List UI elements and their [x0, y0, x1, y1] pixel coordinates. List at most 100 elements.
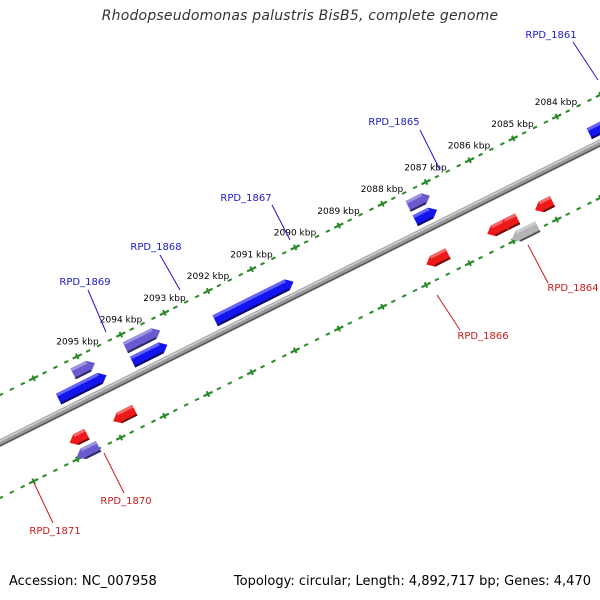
scale-major-tick-cross [74, 353, 80, 360]
scale-label: 2091 kbp [230, 250, 273, 260]
forward-gene [412, 207, 438, 227]
scale-minor-tick [434, 277, 440, 282]
scale-minor-tick [9, 490, 15, 494]
scale-minor-tick [151, 419, 156, 424]
scale-label: 2095 kbp [56, 337, 99, 347]
gene-arrow-shadow [543, 205, 556, 213]
scale-minor-tick [347, 321, 353, 326]
scale-label: 2088 kbp [361, 185, 404, 195]
scale-minor-tick [270, 359, 276, 364]
scale-minor-tick [347, 218, 353, 223]
scale-major-tick-cross [554, 216, 560, 223]
gene-arrow-highlight [503, 217, 508, 222]
scale-minor-tick [183, 300, 189, 304]
gene-arrow-shadow [591, 132, 600, 140]
scale-minor-tick [358, 212, 364, 217]
gene-arrow-body [405, 193, 430, 212]
gene-arrow-shadow [508, 226, 512, 230]
gene-arrow-body [412, 207, 438, 227]
scale-major-tick-cross [510, 135, 516, 142]
scale-major-tick-cross [380, 303, 385, 310]
scale-label: 2092 kbp [187, 272, 230, 282]
scale-minor-tick [576, 206, 582, 211]
scale-major-tick-cross [467, 157, 472, 164]
genome-title: Rhodopseudomonas palustris BisB5, comple… [101, 8, 499, 24]
gene-arrow-shadow [417, 216, 434, 227]
gene-arrow-body [122, 328, 161, 354]
scale-minor-tick [488, 147, 494, 152]
scale-minor-tick [9, 387, 15, 391]
gene-features [55, 121, 600, 460]
scale-minor-tick [172, 305, 178, 310]
scale-minor-tick [434, 174, 440, 179]
reverse-gene [76, 440, 102, 460]
forward-gene [122, 328, 161, 354]
scale-major-tick-cross [467, 260, 472, 267]
scale-label: 2094 kbp [100, 316, 143, 326]
gene-arrow-shadow [121, 413, 138, 424]
gene-arrow-shadow [75, 369, 92, 380]
scale-major-tick-cross [205, 390, 211, 398]
scale-label: 2090 kbp [274, 229, 317, 239]
scale-major-tick-cross [249, 266, 254, 273]
scale-major-tick-cross [554, 113, 560, 120]
scale-minor-tick [42, 370, 47, 375]
scale-minor-tick [260, 364, 265, 369]
gene-arrow-highlight [116, 404, 134, 416]
leader-line [436, 294, 461, 331]
leader-line [159, 254, 181, 291]
gene-arrow-highlight [70, 360, 88, 372]
scale-minor-tick [63, 462, 69, 467]
scale-minor-tick [129, 327, 135, 332]
scale-minor-tick [238, 375, 244, 380]
scale-minor-tick [63, 359, 69, 364]
leader-line [419, 129, 441, 171]
scale-minor-tick [587, 201, 592, 206]
gene-arrow-highlight [122, 328, 153, 346]
scale-minor-tick [488, 250, 494, 255]
leader-line [271, 204, 291, 241]
scale-major-tick-cross [249, 369, 254, 376]
scale-minor-tick [543, 120, 549, 124]
scale-major-tick-cross [336, 222, 342, 229]
gene-label: RPD_1861 [525, 30, 576, 41]
scale-minor-tick [412, 185, 418, 190]
scale-major-tick-cross [292, 347, 298, 354]
scale-label: 2087 kbp [404, 163, 447, 173]
scale-minor-tick [369, 207, 374, 212]
scale-minor-tick [412, 288, 418, 293]
gene-arrow-shadow [434, 257, 451, 267]
scale-minor-tick [140, 424, 146, 429]
gene-arrow-highlight [73, 428, 86, 437]
gene-label: RPD_1867 [220, 193, 271, 204]
scale-minor-tick [587, 98, 592, 103]
gene-label: RPD_1871 [29, 526, 80, 537]
gene-arrow-highlight [412, 207, 430, 219]
gene-arrow-shadow [409, 202, 427, 212]
accession-text: Accession: NC_007958 [9, 574, 157, 589]
genome-backbone [0, 139, 600, 447]
genome-summary: Topology: circular; Length: 4,892,717 bp… [233, 574, 591, 589]
gene-arrow-highlight [586, 121, 600, 132]
gene-arrow-highlight [80, 440, 98, 452]
reverse-gene [113, 404, 138, 424]
scale-minor-tick [445, 169, 451, 173]
scale-major-tick [595, 93, 600, 98]
gene-arrow-body [511, 221, 541, 242]
scale-minor-tick [478, 152, 483, 157]
gene-arrow-shadow [77, 437, 90, 445]
scale-minor-tick [194, 397, 200, 402]
scale-minor-tick [401, 191, 407, 195]
scale-minor-tick [401, 294, 407, 298]
scale-minor-tick [390, 299, 396, 304]
gene-arrow-highlight [55, 372, 99, 397]
scale-major-tick-cross [162, 309, 167, 316]
scale-minor-tick [216, 283, 222, 288]
gene-label: RPD_1870 [100, 496, 151, 507]
scale-minor-tick [260, 261, 265, 266]
scale-minor-tick [303, 343, 309, 347]
leader-line [527, 244, 549, 284]
forward-gene [55, 372, 107, 405]
reverse-gene [535, 196, 556, 213]
leader-line [33, 482, 54, 524]
